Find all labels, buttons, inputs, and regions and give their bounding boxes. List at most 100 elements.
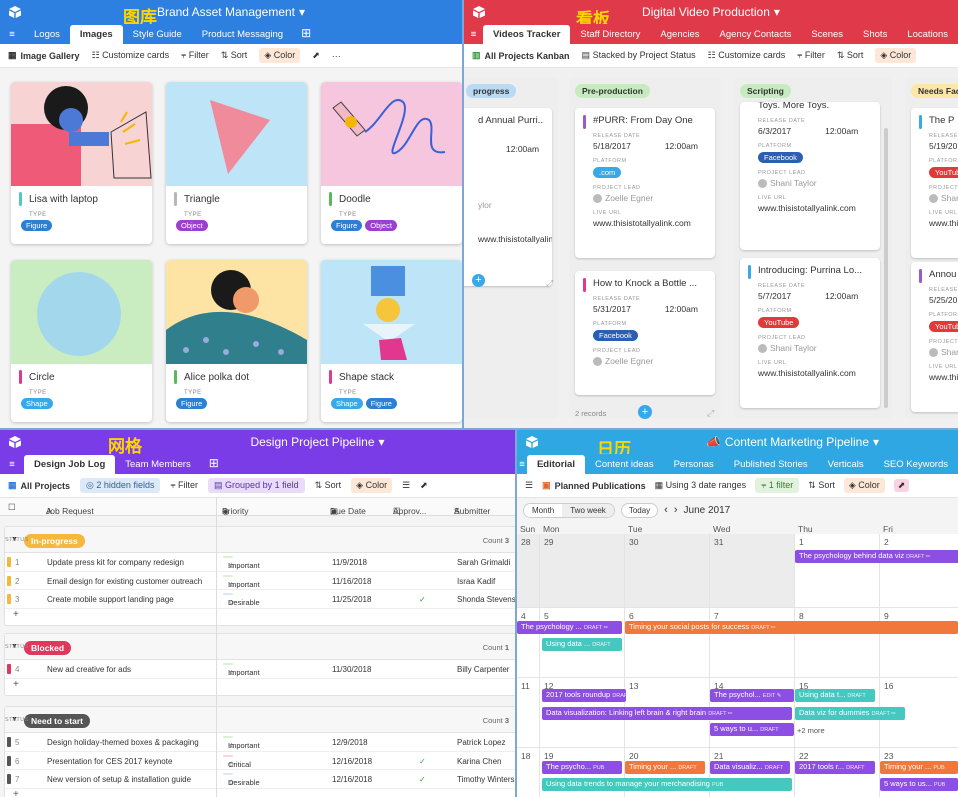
calendar-event[interactable]: The psycho... PUB [542,761,622,774]
calendar-day-cell[interactable]: 31 [710,534,795,608]
tab-design-job-log[interactable]: Design Job Log [24,455,116,474]
gallery-card[interactable]: Lisa with laptop TYPE Figure [11,82,152,244]
tab-style-guide[interactable]: Style Guide [132,29,182,40]
submitter-cell[interactable]: Karina Chen [457,756,502,766]
more-icon[interactable]: ··· [331,50,341,61]
filter-button[interactable]: ⫧ Filter [181,50,209,61]
tab-agencies[interactable]: Agencies [660,29,700,40]
calendar-event[interactable]: Using data ... DRAFT [542,638,622,651]
calendar-day-cell[interactable]: 30 [625,534,710,608]
tab-scenes[interactable]: Scenes [811,29,844,40]
tab-agency-contacts[interactable]: Agency Contacts [719,29,792,40]
calendar-event[interactable]: Timing your ... DRAFT [625,761,705,774]
today-button[interactable]: Today [620,502,659,518]
gallery-base-title[interactable]: Brand Asset Management [156,5,296,19]
menu-icon[interactable]: ≡ [9,29,15,40]
due-date-cell[interactable]: 12/16/2018 [332,756,373,766]
submitter-cell[interactable]: Timothy Winters [457,775,515,785]
kanban-card[interactable]: #PURR: From Day One RELEASE DATE 5/18/20… [575,108,715,258]
collapse-icon[interactable]: ▼ [11,643,18,650]
group-header[interactable]: ▼ In-progress STATUS Count 3 [5,527,515,553]
share-icon[interactable]: ⬈ [893,479,910,492]
calendar-event[interactable]: 2017 tools r... DRAFT [795,761,875,774]
add-record-button[interactable]: + [13,608,19,620]
calendar-day-cell[interactable]: 4 [517,608,540,678]
tab-shots[interactable]: Shots [863,29,888,40]
select-all-checkbox[interactable]: ☐ [8,502,16,512]
calendar-day-cell[interactable]: 2 [880,534,958,608]
view-switcher[interactable]: ▦ Image Gallery [8,50,80,61]
group-header[interactable]: ▼ Blocked STATUS Count 1 [5,634,515,660]
customize-cards-button[interactable]: ☷ Customize cards [708,50,786,61]
view-switcher[interactable]: ▦ All Projects [8,480,70,491]
calendar-event[interactable]: The psychol... EDIT ✎ [710,689,794,702]
group-header[interactable]: ▼ Need to start STATUS Count 3 [5,707,515,733]
expand-icon[interactable]: ⤢ [546,278,554,288]
sort-button[interactable]: ⇅ Sort [315,480,342,491]
filter-button[interactable]: ⫧ 1 filter [755,478,800,493]
chevron-right-icon[interactable]: › [673,504,678,516]
add-tab-icon[interactable]: ⊞ [208,456,219,470]
add-card-icon[interactable]: + [472,274,485,287]
collapse-icon[interactable]: ▼ [11,716,18,723]
menu-icon[interactable]: ≡ [9,459,15,470]
due-date-cell[interactable]: 11/25/2018 [332,595,372,605]
calendar-event[interactable]: 5 ways to us... PUB [880,778,958,791]
more-events-link[interactable]: +2 more [797,726,825,735]
calendar-day-cell[interactable]: 9 [880,608,958,678]
approval-check-icon[interactable]: ✓ [419,756,426,766]
submitter-cell[interactable]: Billy Carpenter [457,665,510,674]
chevron-down-icon[interactable]: ▾ [378,435,385,449]
tab-published-stories[interactable]: Published Stories [733,459,808,470]
grid-base-title[interactable]: Design Project Pipeline [250,435,375,449]
menu-icon[interactable]: ≡ [470,29,477,40]
job-request-cell[interactable]: Update press kit for company redesign [47,558,184,567]
tab-product-messaging[interactable]: Product Messaging [201,29,284,40]
calendar-event[interactable]: Data visualization: Linking left brain &… [542,707,792,720]
calendar-event[interactable]: Data viz for dummies DRAFT ✏ [795,707,905,720]
priority-tag[interactable]: ☆ Desirable [223,773,260,787]
tab-seo-keywords[interactable]: SEO Keywords [883,459,948,470]
tab-editorial[interactable]: Editorial [526,455,585,474]
job-request-cell[interactable]: New version of setup & installation guid… [47,775,192,785]
gallery-card[interactable]: Circle TYPE Shape [11,260,152,422]
sort-button[interactable]: ⇅ Sort [837,50,864,61]
sort-button[interactable]: ⇅ Sort [221,50,248,61]
calendar-day-cell[interactable]: 29 [540,534,625,608]
tab-logos[interactable]: Logos [34,29,60,40]
table-row[interactable]: 4 New ad creative for ads ☆ Important 11/30… [5,660,515,679]
filter-button[interactable]: ⫧ Filter [797,50,825,61]
calendar-base-title[interactable]: Content Marketing Pipeline [724,435,869,449]
color-button[interactable]: ◈ Color [259,48,301,63]
color-button[interactable]: ◈ Color [843,478,885,493]
gallery-card[interactable]: Alice polka dot TYPE Figure [166,260,307,422]
tab-locations[interactable]: Locations [907,29,948,40]
chevron-left-icon[interactable]: ‹ [664,504,668,516]
calendar-event[interactable]: The psychology ... DRAFT ✏ [517,621,622,634]
table-row[interactable]: 6 Presentation for CES 2017 keynote ☆ Crit… [5,752,515,771]
priority-tag[interactable]: ☆ Important [223,663,260,677]
calendar-day-cell[interactable]: 11 [517,678,540,748]
job-request-cell[interactable]: Email design for existing customer outre… [47,576,203,586]
submitter-cell[interactable]: Shonda Stevens [457,595,515,605]
menu-icon[interactable]: ≡ [519,459,525,470]
priority-tag[interactable]: ☆ Critical [223,754,251,769]
date-ranges-button[interactable]: ▦ Using 3 date ranges [655,480,747,491]
kanban-card[interactable]: d Annual Purri... 12:00am ylor www.thisi… [464,108,552,286]
kanban-base-title[interactable]: Digital Video Production [642,5,770,19]
chevron-down-icon[interactable]: ▾ [873,435,880,449]
kanban-card[interactable]: The P RELEASE DATE 5/19/2017 PLATFORM Yo… [911,108,958,258]
table-row[interactable]: 5 Design holiday-themed boxes & packaging… [5,733,515,752]
calendar-day-cell[interactable]: 6 [625,608,710,678]
approval-check-icon[interactable]: ✓ [419,595,426,605]
due-date-cell[interactable]: 12/16/2018 [332,775,373,785]
calendar-day-cell[interactable]: 7 [710,608,795,678]
job-request-cell[interactable]: New ad creative for ads [47,665,132,674]
kanban-card[interactable]: Introducing: Purrina Lo... RELEASE DATE … [740,258,880,408]
filter-button[interactable]: ⫧ Filter [170,480,198,491]
two-week-toggle[interactable]: Two week [562,503,614,517]
month-toggle[interactable]: Month [524,503,563,517]
tab-team-members[interactable]: Team Members [125,459,191,470]
calendar-event[interactable]: Data visualiz... DRAFT [710,761,790,774]
color-button[interactable]: ◈ Color [875,48,917,63]
